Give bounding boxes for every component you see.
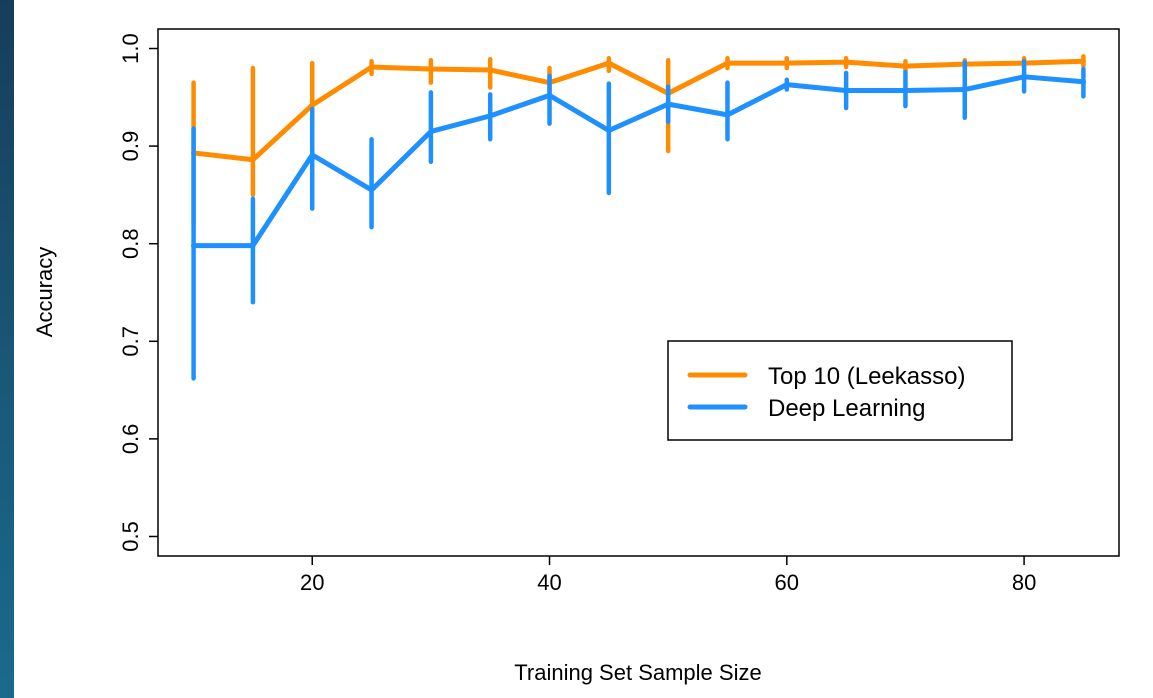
x-tick-label: 80: [1012, 570, 1036, 595]
legend-label-deep-learning: Deep Learning: [768, 395, 925, 422]
series-line: [191, 58, 1086, 163]
data-point: [784, 82, 790, 88]
data-point: [191, 243, 197, 249]
data-point: [369, 64, 375, 70]
data-point: [724, 60, 730, 66]
series-line: [191, 74, 1086, 249]
data-point: [724, 112, 730, 118]
data-point: [547, 92, 553, 98]
y-tick-label: 0.9: [118, 131, 143, 162]
data-point: [1080, 58, 1086, 64]
y-axis: 0.5 0.6 0.7 0.8 0.9 1.0: [118, 33, 158, 552]
y-axis-title: Accuracy: [32, 247, 57, 337]
legend-label-top10: Top 10 (Leekasso): [768, 363, 965, 390]
legend-box: [667, 340, 1013, 441]
y-tick-label: 0.5: [118, 521, 143, 552]
accuracy-line-chart: 20 40 60 80 0.5 0.6 0.7 0.8 0.9 1.0 Training Set…: [32, 28, 1120, 685]
chart-frame: 20 40 60 80 0.5 0.6 0.7 0.8 0.9 1.0 Training Set…: [14, 0, 1153, 698]
series-1: [191, 58, 1086, 381]
x-axis-title: Training Set Sample Size: [514, 660, 761, 685]
x-tick-label: 60: [775, 570, 799, 595]
plot-area-border: [157, 28, 1120, 557]
x-tick-label: 20: [300, 570, 324, 595]
data-point: [843, 87, 849, 93]
data-point: [309, 102, 315, 108]
y-tick-label: 0.8: [118, 228, 143, 259]
data-point: [428, 128, 434, 134]
data-point: [606, 127, 612, 133]
data-point: [1021, 74, 1027, 80]
x-tick-label: 40: [537, 570, 561, 595]
data-point: [784, 60, 790, 66]
data-point: [369, 187, 375, 193]
series-0: [191, 54, 1086, 227]
data-point: [250, 243, 256, 249]
data-point: [487, 67, 493, 73]
data-point: [428, 66, 434, 72]
data-point: [902, 87, 908, 93]
data-point: [843, 59, 849, 65]
legend: Top 10 (Leekasso) Deep Learning: [667, 340, 1013, 441]
data-point: [487, 113, 493, 119]
data-point: [1080, 79, 1086, 85]
data-point: [250, 157, 256, 163]
data-point: [902, 63, 908, 69]
x-axis: 20 40 60 80: [300, 556, 1036, 595]
y-tick-label: 0.7: [118, 326, 143, 357]
plot-layer: [191, 54, 1086, 381]
data-point: [665, 101, 671, 107]
y-tick-label: 0.6: [118, 424, 143, 455]
data-point: [962, 87, 968, 93]
data-point: [309, 152, 315, 158]
data-point: [606, 60, 612, 66]
y-tick-label: 1.0: [118, 33, 143, 64]
